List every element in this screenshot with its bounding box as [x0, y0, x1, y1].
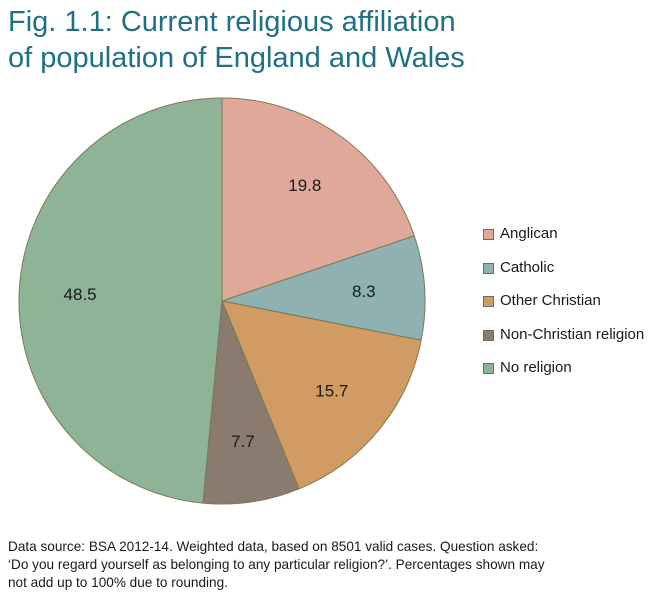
legend-swatch-non-christian-religion: [483, 329, 494, 341]
legend-swatch-other-christian: [483, 296, 494, 307]
legend-label-non-christian-religion: Non-Christian religion: [500, 325, 645, 343]
chart-title-line-2: of population of England and Wales: [8, 42, 465, 74]
pie-slice-non-christian-religion: [202, 300, 300, 505]
slice-label-no-religion: 48.5: [64, 285, 97, 304]
legend-label-other-christian: Other Christian: [500, 292, 601, 309]
legend-label-catholic: Catholic: [500, 258, 555, 276]
data-source-note: Data source: BSA 2012-14. Weighted data,…: [8, 538, 658, 592]
chart-legend: Anglican Catholic Other Christian Non-Chris…: [478, 222, 662, 390]
slice-label-catholic: 8.3: [352, 282, 376, 301]
legend-swatch-anglican: [483, 229, 494, 240]
legend-label-anglican: Anglican: [500, 225, 558, 242]
legend-item-catholic: Catholic: [478, 256, 662, 290]
pie-slice-other-christian: [221, 300, 422, 490]
legend-item-no-religion: No religion: [478, 356, 662, 390]
legend-swatch-no-religion: [483, 363, 494, 374]
legend-item-other-christian: Other Christian: [478, 289, 662, 323]
legend-item-anglican: Anglican: [478, 222, 662, 256]
legend-label-no-religion: No religion: [500, 359, 572, 376]
slice-label-other-christian: 15.7: [315, 382, 348, 401]
footnote-line-1: Data source: BSA 2012-14. Weighted data,…: [8, 539, 539, 554]
pie-slice-no-religion: [18, 97, 223, 504]
slice-label-anglican: 19.8: [288, 176, 321, 195]
chart-title: Fig. 1.1: Current religious affiliation …: [8, 4, 608, 76]
pie-slice-anglican: [221, 97, 415, 302]
slice-label-non-christian-religion: 7.7: [231, 432, 255, 451]
pie-slice-catholic: [221, 235, 426, 341]
chart-title-line-1: Fig. 1.1: Current religious affiliation: [8, 6, 456, 38]
legend-swatch-catholic: [483, 262, 494, 274]
footnote-line-2: ‘Do you regard yourself as belonging to …: [8, 557, 545, 572]
footnote-line-3: not add up to 100% due to rounding.: [8, 575, 228, 590]
legend-item-non-christian-religion: Non-Christian religion: [478, 323, 662, 357]
